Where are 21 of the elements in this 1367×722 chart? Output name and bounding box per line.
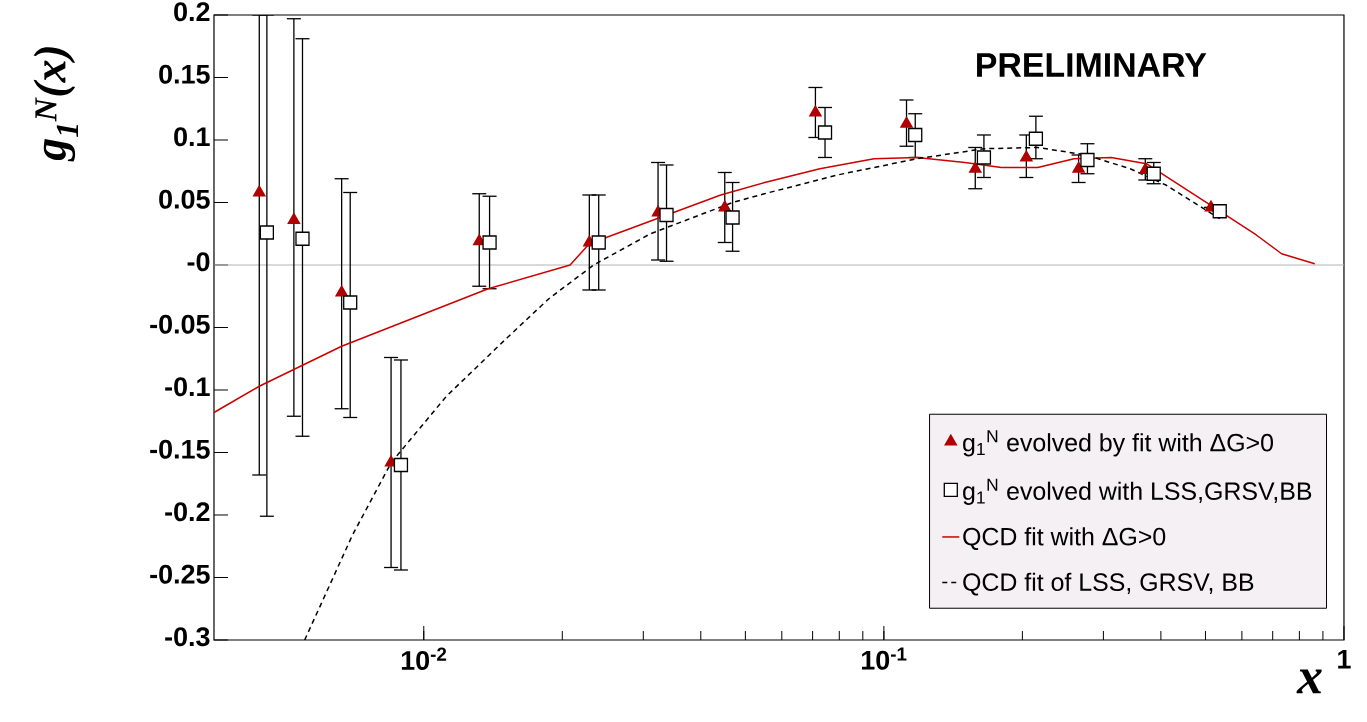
y-tick-label: -0 <box>187 252 210 272</box>
x-tick-label: 10$^{-1}$ <box>861 647 907 670</box>
y-tick-label: -0.15 <box>150 439 210 459</box>
y-tick-label: -0.1 <box>165 377 210 397</box>
y-axis-title: g$_{1}$$^{N}$(x) <box>33 47 79 162</box>
y-tick-label: 0.05 <box>159 189 210 209</box>
y-tick-label: 0.15 <box>159 64 210 84</box>
legend-label: QCD fit with ΔG>0 <box>963 527 1166 550</box>
y-tick-label: -0.05 <box>150 314 210 334</box>
y-tick-label: -0.2 <box>165 502 210 522</box>
y-tick-label: -0.25 <box>150 564 210 584</box>
x-tick-label: 10$^{-2}$ <box>401 647 447 670</box>
x-axis-title: x <box>1296 669 1322 694</box>
legend-label: g$_{1}$$^{N}$ evolved by fit with ΔG>0 <box>963 430 1273 457</box>
y-tick-label: 0.1 <box>174 127 210 147</box>
legend-label: QCD fit of LSS, GRSV, BB <box>963 572 1254 596</box>
x-tick-label: 1 <box>1338 649 1351 669</box>
y-tick-label: 0.2 <box>174 2 210 22</box>
annotation: PRELIMINARY <box>977 53 1207 77</box>
legend-label: g$_{1}$$^{N}$ evolved with LSS,GRSV,BB <box>963 478 1312 505</box>
y-tick-label: -0.3 <box>165 627 210 647</box>
